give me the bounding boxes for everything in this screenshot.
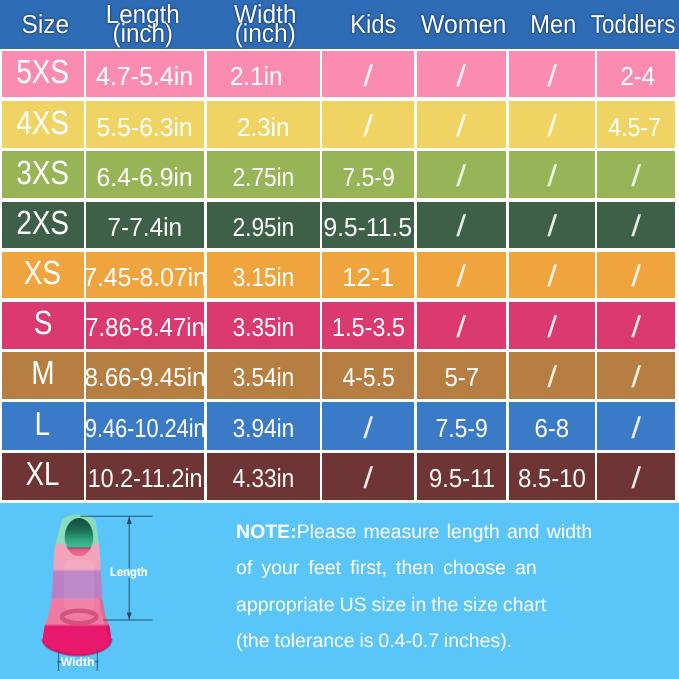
svg-text:Width: Width — [61, 655, 95, 669]
svg-text:Length: Length — [110, 565, 148, 579]
svg-text:Length: Length — [110, 565, 148, 579]
